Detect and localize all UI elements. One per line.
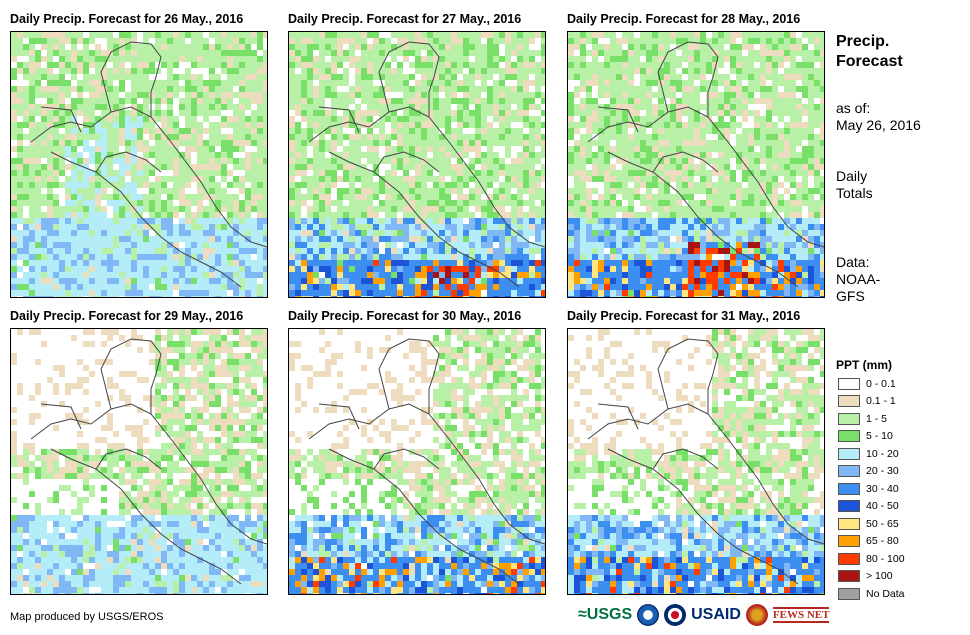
precip-map-1 <box>11 32 267 297</box>
usaid-seal-icon <box>664 604 687 626</box>
data-source: Data: NOAA- GFS <box>836 254 880 305</box>
legend-swatch <box>838 412 860 425</box>
legend-label: 50 - 65 <box>866 517 899 530</box>
legend-item: > 100 <box>838 570 893 583</box>
usaid-logo: USAID <box>691 606 741 623</box>
panel-title-2: Daily Precip. Forecast for 27 May., 2016 <box>288 12 522 26</box>
legend-swatch <box>838 535 860 547</box>
legend-swatch <box>838 430 860 442</box>
legend-item: 40 - 50 <box>838 500 899 513</box>
legend-label: 80 - 100 <box>866 552 905 565</box>
fews-net-logo: FEWS NET <box>772 607 830 623</box>
legend-item: 80 - 100 <box>838 552 905 565</box>
logo-strip: ≈USGS USAID FEWS NET <box>578 600 830 630</box>
legend-label: 20 - 30 <box>866 465 899 477</box>
precip-map-2 <box>289 32 545 297</box>
data-line2: NOAA- <box>836 271 881 287</box>
legend-item: 20 - 30 <box>838 465 899 478</box>
legend-label: 65 - 80 <box>866 535 899 547</box>
daily-totals: Daily Totals <box>836 168 873 202</box>
legend-swatch <box>838 395 860 407</box>
fews-globe-icon <box>745 604 768 626</box>
legend-label: 40 - 50 <box>866 500 899 512</box>
legend-label: No Data <box>866 587 905 600</box>
side-title: Precip. Forecast <box>836 32 903 72</box>
precip-map-4 <box>11 329 267 594</box>
usgs-logo: ≈USGS <box>578 606 633 623</box>
legend-item: 10 - 20 <box>838 447 899 460</box>
as-of-date: May 26, 2016 <box>836 117 921 133</box>
daily-line2: Totals <box>836 185 873 201</box>
side-title-line1: Precip. <box>836 33 890 50</box>
legend-swatch <box>838 500 860 512</box>
legend-item: 5 - 10 <box>838 430 893 443</box>
precip-map-5 <box>289 329 545 594</box>
map-panel-6 <box>567 328 825 595</box>
legend-label: 1 - 5 <box>866 412 888 425</box>
footer-credit: Map produced by USGS/EROS <box>10 611 164 623</box>
daily-line1: Daily <box>836 168 868 184</box>
data-line1: Data: <box>836 254 870 270</box>
panel-title-1: Daily Precip. Forecast for 26 May., 2016 <box>10 12 244 26</box>
legend-swatch <box>838 482 860 495</box>
legend-label: 0 - 0.1 <box>866 377 896 390</box>
noaa-logo-icon <box>637 604 660 626</box>
as-of: as of: May 26, 2016 <box>836 100 921 134</box>
legend-label: 5 - 10 <box>866 430 893 442</box>
legend-item: No Data <box>838 587 905 600</box>
map-panel-2 <box>288 31 546 298</box>
legend-label: > 100 <box>866 570 893 582</box>
as-of-label: as of: <box>836 100 871 116</box>
legend-swatch <box>838 570 860 582</box>
legend-item: 50 - 65 <box>838 517 899 530</box>
legend-swatch <box>838 377 860 390</box>
legend-item: 0 - 0.1 <box>838 377 896 390</box>
map-panel-1 <box>10 31 268 298</box>
map-panel-5 <box>288 328 546 595</box>
legend-item: 0.1 - 1 <box>838 395 896 408</box>
legend-swatch <box>838 517 860 530</box>
legend-item: 1 - 5 <box>838 412 887 425</box>
legend-item: 30 - 40 <box>838 482 899 495</box>
legend-label: 30 - 40 <box>866 482 899 495</box>
legend-label: 10 - 20 <box>866 447 899 460</box>
legend-swatch <box>838 587 860 600</box>
legend-label: 0.1 - 1 <box>866 395 896 407</box>
precip-map-3 <box>568 32 824 297</box>
precip-map-6 <box>568 329 824 594</box>
panel-title-4: Daily Precip. Forecast for 29 May., 2016 <box>10 309 244 323</box>
data-line3: GFS <box>836 288 865 304</box>
legend-swatch <box>838 447 860 460</box>
panel-title-5: Daily Precip. Forecast for 30 May., 2016 <box>288 309 522 323</box>
map-panel-3 <box>567 31 825 298</box>
legend-title: PPT (mm) <box>836 358 893 372</box>
map-panel-4 <box>10 328 268 595</box>
legend-swatch <box>838 465 860 477</box>
legend-item: 65 - 80 <box>838 535 899 548</box>
panel-title-3: Daily Precip. Forecast for 28 May., 2016 <box>567 12 801 26</box>
side-title-line2: Forecast <box>836 53 903 70</box>
legend-swatch <box>838 552 860 565</box>
panel-title-6: Daily Precip. Forecast for 31 May., 2016 <box>567 309 801 323</box>
